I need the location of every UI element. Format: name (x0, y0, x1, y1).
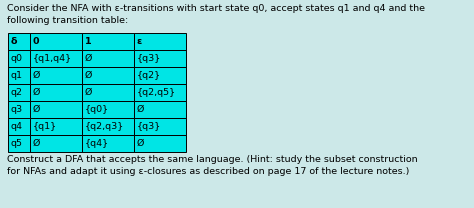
Bar (8, 33, 30, 50)
Bar (30, 84, 82, 101)
Text: Ø: Ø (84, 71, 92, 80)
Bar (30, 118, 82, 135)
Bar (82, 118, 134, 135)
Text: {q3}: {q3} (137, 54, 161, 63)
Bar (8, 118, 30, 135)
Text: {q2}: {q2} (137, 71, 161, 80)
Text: 0: 0 (33, 37, 39, 46)
Bar (134, 135, 186, 152)
Bar (30, 33, 82, 50)
Text: Ø: Ø (33, 88, 40, 97)
Bar (8, 50, 30, 67)
Text: Construct a DFA that accepts the same language. (Hint: study the subset construc: Construct a DFA that accepts the same la… (7, 155, 418, 176)
Bar (8, 84, 30, 101)
Text: q3: q3 (10, 105, 23, 114)
Bar (134, 118, 186, 135)
Bar (8, 67, 30, 84)
Bar (134, 101, 186, 118)
Text: {q0}: {q0} (84, 105, 109, 114)
Bar (30, 50, 82, 67)
Text: q5: q5 (10, 139, 22, 148)
Text: Ø: Ø (84, 54, 92, 63)
Text: {q1}: {q1} (33, 122, 56, 131)
Text: {q4}: {q4} (84, 139, 109, 148)
Text: Ø: Ø (137, 105, 144, 114)
Bar (82, 101, 134, 118)
Text: ε: ε (137, 37, 142, 46)
Text: {q3}: {q3} (137, 122, 161, 131)
Text: δ: δ (10, 37, 17, 46)
Bar (82, 50, 134, 67)
Text: Ø: Ø (137, 139, 144, 148)
Text: {q2,q5}: {q2,q5} (137, 88, 176, 97)
Bar (30, 101, 82, 118)
Text: Ø: Ø (33, 139, 40, 148)
Text: {q2,q3}: {q2,q3} (84, 122, 124, 131)
Bar (30, 67, 82, 84)
Text: Ø: Ø (84, 88, 92, 97)
Bar (134, 50, 186, 67)
Bar (134, 84, 186, 101)
Text: 1: 1 (84, 37, 91, 46)
Bar (134, 67, 186, 84)
Bar (8, 101, 30, 118)
Text: Ø: Ø (33, 71, 40, 80)
Bar (134, 33, 186, 50)
Bar (30, 135, 82, 152)
Text: {q1,q4}: {q1,q4} (33, 54, 72, 63)
Bar (8, 135, 30, 152)
Text: q2: q2 (10, 88, 22, 97)
Text: Consider the NFA with ε-transitions with start state q0, accept states q1 and q4: Consider the NFA with ε-transitions with… (7, 4, 425, 25)
Text: q4: q4 (10, 122, 22, 131)
Bar (82, 135, 134, 152)
Bar (82, 84, 134, 101)
Bar (82, 33, 134, 50)
Text: Ø: Ø (33, 105, 40, 114)
Text: q1: q1 (10, 71, 22, 80)
Text: q0: q0 (10, 54, 22, 63)
Bar (82, 67, 134, 84)
